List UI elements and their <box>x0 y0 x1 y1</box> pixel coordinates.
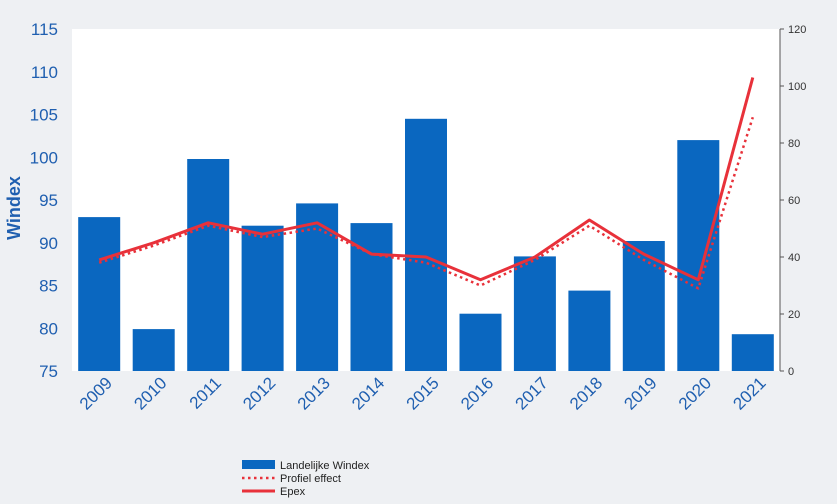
x-tick-2018: 2018 <box>566 373 606 413</box>
bar-2021 <box>731 334 774 371</box>
bar-2019 <box>622 241 665 371</box>
legend-label-epex: Epex <box>280 486 306 498</box>
x-tick-2015: 2015 <box>403 373 443 413</box>
legend-label-landelijke-windex: Landelijke Windex <box>280 460 370 472</box>
line-profiel-effect <box>98 116 754 290</box>
left-tick-110: 110 <box>31 63 58 82</box>
line-series <box>98 77 755 290</box>
legend-label-profiel-effect: Profiel effect <box>280 473 341 485</box>
left-tick-75: 75 <box>39 362 58 381</box>
bar-series <box>78 118 774 371</box>
right-tick-80: 80 <box>788 138 800 150</box>
left-tick-80: 80 <box>39 319 58 338</box>
right-tick-0: 0 <box>788 366 794 378</box>
right-tick-60: 60 <box>788 195 800 207</box>
x-axis-ticks: 2009 2010 2011 2012 2013 2014 2015 2016 2017 2018… <box>76 373 770 413</box>
bar-2012 <box>241 225 284 371</box>
left-tick-85: 85 <box>39 277 58 296</box>
line-epex <box>98 77 755 282</box>
right-axis-ticks: 0 20 40 60 80 100 120 <box>780 24 806 378</box>
right-tick-120: 120 <box>788 24 806 36</box>
x-tick-2017: 2017 <box>512 373 552 413</box>
x-tick-2019: 2019 <box>620 373 660 413</box>
left-tick-90: 90 <box>39 234 58 253</box>
legend-swatch-bar <box>242 460 275 469</box>
x-tick-2012: 2012 <box>239 373 279 413</box>
bar-2018 <box>568 290 611 371</box>
left-tick-100: 100 <box>30 148 58 167</box>
x-tick-2014: 2014 <box>348 373 388 413</box>
bar-2011 <box>187 159 230 371</box>
left-tick-115: 115 <box>31 20 58 39</box>
right-tick-100: 100 <box>788 81 806 93</box>
x-tick-2011: 2011 <box>186 373 225 412</box>
x-tick-2013: 2013 <box>294 373 334 413</box>
bar-2020 <box>677 140 720 371</box>
x-tick-2020: 2020 <box>675 373 715 413</box>
bar-2010 <box>132 329 175 371</box>
x-tick-2009: 2009 <box>76 373 116 413</box>
bar-2016 <box>459 313 502 371</box>
left-tick-95: 95 <box>39 191 58 210</box>
bar-2013 <box>296 203 339 371</box>
bar-2015 <box>405 118 447 371</box>
bar-2017 <box>513 256 556 371</box>
right-tick-40: 40 <box>788 252 800 264</box>
right-tick-20: 20 <box>788 309 800 321</box>
x-tick-2010: 2010 <box>130 373 170 413</box>
bar-2009 <box>78 217 121 371</box>
x-tick-2021: 2021 <box>729 373 769 413</box>
left-axis-ticks: 75 80 85 90 95 100 105 110 115 <box>30 20 58 381</box>
left-tick-105: 105 <box>30 106 58 125</box>
y-axis-label: Windex <box>4 176 24 240</box>
x-tick-2016: 2016 <box>457 373 497 413</box>
